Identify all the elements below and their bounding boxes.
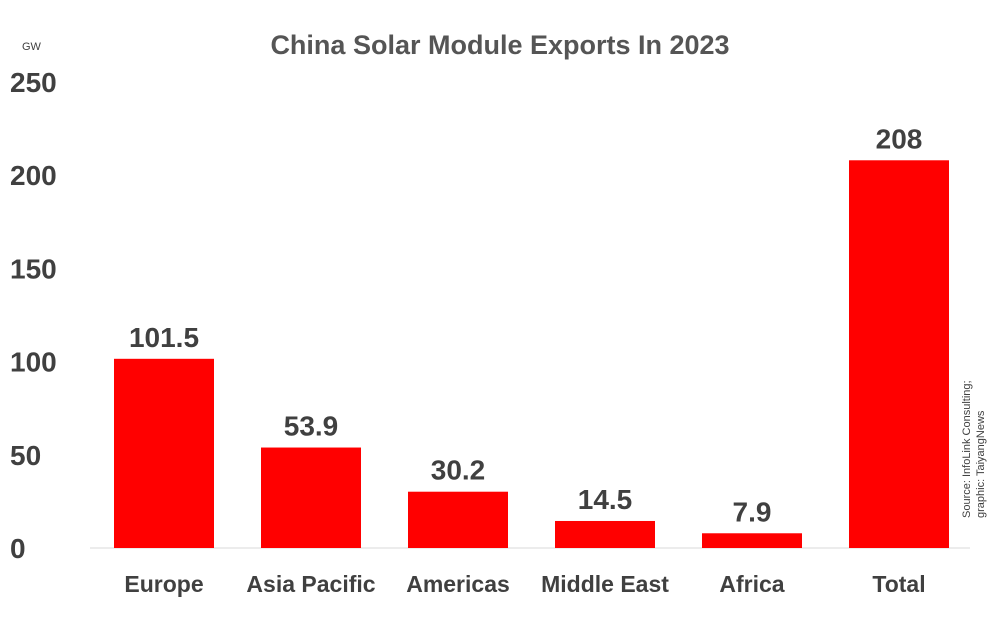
bar-middle-east <box>555 520 655 548</box>
x-tick-label: Total <box>872 571 925 597</box>
y-tick-label: 250 <box>10 67 57 98</box>
bar-americas <box>408 491 508 548</box>
bar-europe <box>114 358 214 548</box>
bar-asia-pacific <box>261 447 361 548</box>
bar-group <box>114 160 949 548</box>
chart-title: China Solar Module Exports In 2023 <box>270 30 729 60</box>
x-tick-label: Africa <box>719 571 784 597</box>
data-label: 101.5 <box>129 322 199 353</box>
data-label: 53.9 <box>284 411 339 442</box>
data-label: 30.2 <box>431 455 486 486</box>
bar-africa <box>702 533 802 548</box>
x-tick-label: Europe <box>124 571 203 597</box>
y-tick-label: 200 <box>10 160 57 191</box>
bar-total <box>849 160 949 548</box>
data-label: 7.9 <box>733 496 772 527</box>
y-tick-label: 100 <box>10 347 57 378</box>
source-line-2: graphic: TaiyangNews <box>975 410 987 518</box>
data-label-group: 101.5 53.9 30.2 14.5 7.9 208 <box>129 123 922 527</box>
x-tick-label: Americas <box>406 571 510 597</box>
data-label: 14.5 <box>578 484 633 515</box>
source-note: Source: InfoLink Consulting; graphic: Ta… <box>961 377 987 518</box>
x-tick-label: Asia Pacific <box>246 571 375 597</box>
x-axis-ticks: Europe Asia Pacific Americas Middle East Afr… <box>124 571 925 597</box>
y-tick-label: 150 <box>10 253 57 284</box>
source-line-1: Source: InfoLink Consulting; <box>961 380 973 518</box>
y-axis-unit-label: GW <box>22 41 42 53</box>
data-label: 208 <box>876 123 923 154</box>
y-tick-label: 0 <box>10 533 26 564</box>
y-tick-label: 50 <box>10 440 41 471</box>
y-axis-ticks: 0 50 100 150 200 250 <box>10 67 57 564</box>
x-tick-label: Middle East <box>541 571 669 597</box>
